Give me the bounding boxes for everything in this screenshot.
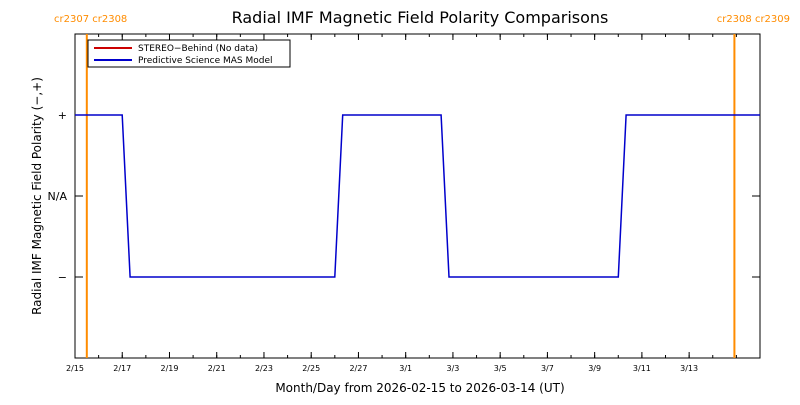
x-tick-labels: 2/15 2/17 2/19 2/21 2/23 2/25 2/27 3/1 3/3 3/5 3/7…	[66, 364, 698, 373]
legend-label-stereo: STEREO−Behind (No data)	[138, 44, 258, 54]
x-tick-label: 3/7	[541, 364, 554, 373]
y-axis-label: Radial IMF Magnetic Field Polarity (−,+)	[30, 77, 44, 315]
series-line-1	[75, 114, 760, 278]
tick-marks	[74, 34, 761, 358]
x-tick-label: 2/23	[255, 364, 273, 373]
series-lines	[75, 114, 760, 278]
x-tick-label: 2/15	[66, 364, 84, 373]
x-tick-label: 3/1	[399, 364, 412, 373]
x-tick-label: 2/25	[302, 364, 320, 373]
plot-area	[74, 33, 761, 359]
y-tick-label: N/A	[48, 190, 68, 203]
x-tick-label: 3/9	[588, 364, 601, 373]
y-tick-label: −	[58, 271, 67, 284]
carrington-marker-label: cr2308 cr2309	[717, 14, 790, 25]
x-tick-label: 2/17	[113, 364, 131, 373]
x-tick-label: 2/27	[349, 364, 367, 373]
legend-box	[87, 39, 291, 68]
carrington-marker-label: cr2307 cr2308	[54, 14, 127, 25]
x-tick-label: 3/11	[633, 364, 651, 373]
x-tick-label: 3/13	[680, 364, 698, 373]
y-tick-label: +	[58, 109, 67, 122]
legend-label-mas: Predictive Science MAS Model	[138, 56, 273, 66]
carrington-markers: cr2307 cr2308 cr2308 cr2309	[54, 14, 790, 358]
x-tick-label: 2/21	[208, 364, 226, 373]
x-axis-label: Month/Day from 2026-02-15 to 2026-03-14 …	[275, 381, 564, 395]
legend: STEREO−Behind (No data) Predictive Scien…	[87, 39, 291, 68]
chart-title: Radial IMF Magnetic Field Polarity Compa…	[232, 8, 609, 27]
x-tick-label: 3/3	[446, 364, 459, 373]
x-tick-label: 3/5	[494, 364, 507, 373]
y-tick-labels: + N/A −	[48, 109, 68, 284]
x-tick-label: 2/19	[160, 364, 178, 373]
